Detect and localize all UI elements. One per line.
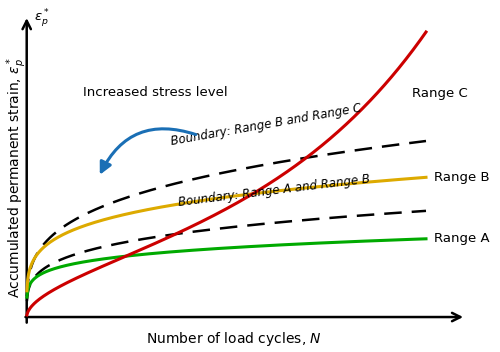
Text: Boundary: Range A and Range B: Boundary: Range A and Range B xyxy=(178,172,371,209)
Text: Accumulated permanent strain, $\varepsilon^*_p$: Accumulated permanent strain, $\varepsil… xyxy=(4,57,29,298)
Text: Range C: Range C xyxy=(412,87,468,100)
Text: $\varepsilon^*_p$: $\varepsilon^*_p$ xyxy=(34,7,50,29)
Text: Range A: Range A xyxy=(434,232,490,245)
Text: Boundary: Range B and Range C: Boundary: Range B and Range C xyxy=(170,101,362,147)
Text: Increased stress level: Increased stress level xyxy=(82,86,227,99)
Text: Number of load cycles, $N$: Number of load cycles, $N$ xyxy=(146,329,322,348)
Text: Range B: Range B xyxy=(434,171,490,184)
